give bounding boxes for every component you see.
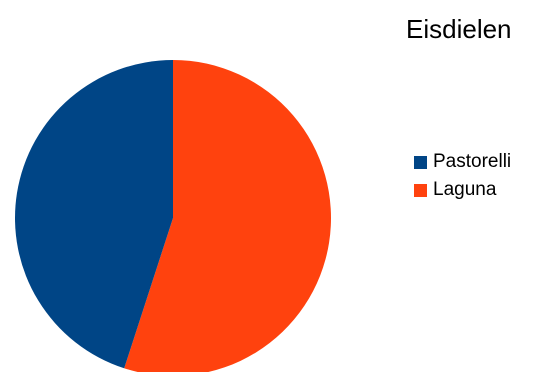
pie-slice-pastorelli: [15, 60, 173, 369]
legend-label-pastorelli: Pastorelli: [433, 151, 512, 172]
legend-swatch-laguna: [414, 183, 427, 197]
chart-legend: Pastorelli Laguna: [414, 150, 511, 206]
legend-label-laguna: Laguna: [433, 179, 497, 200]
chart-title: Eisdielen: [406, 14, 512, 44]
legend-item-laguna: Laguna: [414, 178, 511, 202]
legend-item-pastorelli: Pastorelli: [414, 150, 511, 174]
pie-slice-laguna: [124, 60, 331, 372]
legend-swatch-pastorelli: [414, 155, 427, 169]
